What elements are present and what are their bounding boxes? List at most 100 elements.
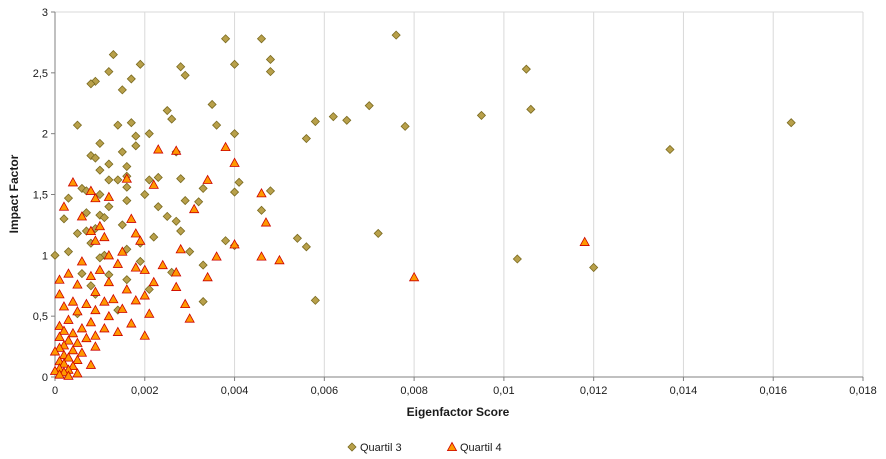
data-point-triangle	[90, 235, 101, 245]
data-point-triangle	[85, 270, 97, 281]
data-point-triangle	[94, 264, 106, 274]
data-point-diamond	[104, 67, 114, 77]
data-point-diamond	[122, 196, 132, 206]
data-point-triangle	[153, 144, 164, 154]
data-point-diamond	[476, 110, 487, 120]
data-point-triangle	[117, 303, 128, 313]
data-point-diamond	[149, 232, 159, 242]
data-point-triangle	[171, 281, 182, 291]
data-point-triangle	[94, 220, 106, 231]
data-point-triangle	[72, 337, 83, 347]
data-point-triangle	[139, 330, 150, 340]
data-point-triangle	[135, 235, 146, 245]
data-point-diamond	[135, 59, 145, 69]
data-point-triangle	[202, 271, 213, 282]
data-point-diamond	[229, 187, 240, 197]
data-point-diamond	[104, 159, 114, 169]
data-point-triangle	[90, 341, 101, 351]
x-tick-label: 0,004	[221, 385, 249, 397]
x-axis-title: Eigenfactor Score	[407, 405, 510, 419]
data-point-triangle	[58, 301, 70, 311]
data-point-triangle	[63, 314, 74, 324]
legend-label-2: Quartil 4	[460, 442, 502, 454]
data-point-diamond	[90, 153, 100, 163]
data-point-triangle	[126, 213, 137, 223]
y-axis-ticks: 0 0,5 1 1,5 2 2,5 3	[33, 7, 55, 384]
data-point-diamond	[310, 116, 320, 127]
data-point-triangle	[85, 359, 97, 369]
data-point-diamond	[207, 99, 217, 110]
data-point-diamond	[176, 62, 186, 72]
data-point-triangle	[202, 174, 213, 184]
data-point-diamond	[526, 104, 536, 114]
data-point-diamond	[126, 118, 136, 128]
data-point-triangle	[171, 267, 182, 277]
data-point-diamond	[117, 147, 127, 157]
x-tick-label: 0,012	[580, 385, 608, 397]
y-tick-label: 1,5	[33, 190, 48, 202]
data-point-diamond	[95, 165, 105, 175]
data-point-diamond	[86, 281, 96, 291]
data-point-diamond	[113, 175, 123, 185]
data-point-diamond	[162, 211, 172, 221]
data-point-diamond	[198, 183, 208, 193]
data-point-diamond	[364, 101, 374, 111]
data-point-diamond	[144, 175, 154, 185]
data-point-triangle	[148, 179, 159, 189]
data-point-triangle	[148, 276, 159, 287]
data-point-triangle	[130, 295, 141, 305]
data-point-diamond	[140, 189, 150, 200]
data-point-diamond	[373, 228, 383, 238]
data-points	[49, 30, 796, 380]
data-point-triangle	[90, 286, 101, 296]
x-tick-label: 0,006	[311, 385, 339, 397]
data-point-triangle	[49, 346, 61, 356]
data-point-triangle	[54, 288, 65, 299]
data-point-triangle	[229, 157, 240, 167]
data-point-diamond	[342, 115, 352, 125]
data-point-diamond	[171, 216, 181, 226]
data-point-triangle	[157, 259, 168, 270]
data-point-triangle	[99, 231, 110, 242]
y-tick-label: 3	[42, 7, 48, 19]
data-point-triangle	[81, 332, 92, 343]
data-point-triangle	[260, 217, 272, 227]
data-point-triangle	[67, 177, 79, 187]
data-point-triangle	[90, 304, 101, 315]
data-point-triangle	[99, 323, 110, 333]
data-point-triangle	[72, 279, 83, 289]
data-point-diamond	[176, 174, 186, 184]
x-tick-label: 0,01	[493, 385, 514, 397]
data-point-diamond	[292, 233, 302, 243]
data-point-diamond	[229, 129, 240, 139]
data-point-triangle	[112, 326, 124, 336]
data-point-diamond	[256, 34, 267, 44]
data-point-diamond	[310, 295, 320, 305]
data-point-triangle	[256, 187, 267, 198]
data-point-diamond	[265, 67, 276, 77]
x-tick-label: 0,018	[849, 385, 877, 397]
data-point-triangle	[58, 325, 70, 335]
x-tick-label: 0,014	[670, 385, 698, 397]
data-point-diamond	[86, 79, 96, 89]
y-tick-label: 2	[42, 129, 48, 141]
data-point-triangle	[274, 254, 285, 265]
data-point-diamond	[589, 262, 599, 273]
data-point-triangle	[139, 264, 150, 274]
data-point-triangle	[139, 290, 150, 300]
data-point-triangle	[112, 258, 124, 268]
data-point-triangle	[408, 271, 420, 282]
data-point-diamond	[198, 297, 208, 307]
data-point-triangle	[76, 323, 88, 333]
data-point-triangle	[99, 296, 110, 306]
data-point-triangle	[130, 262, 141, 272]
legend: Quartil 3 Quartil 4	[347, 441, 502, 454]
data-point-diamond	[108, 50, 118, 60]
x-tick-label: 0,008	[400, 385, 428, 397]
data-point-diamond	[265, 54, 276, 65]
data-point-triangle	[54, 274, 65, 284]
y-tick-label: 2,5	[33, 68, 48, 80]
data-point-triangle	[130, 228, 141, 238]
data-point-diamond	[229, 59, 240, 69]
data-point-diamond	[144, 284, 154, 294]
